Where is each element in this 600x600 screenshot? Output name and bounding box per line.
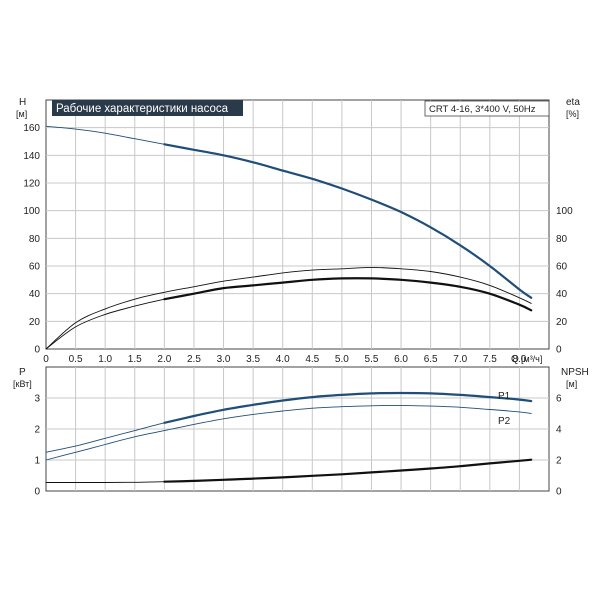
y-left-axis-name: H bbox=[19, 97, 26, 108]
x-axis-unit: [м³/ч] bbox=[521, 354, 542, 364]
lower-curves bbox=[45, 391, 533, 483]
upper-x-ticks: 0 0.5 1.0 1.5 2.0 2.5 3.0 3.5 4.0 4.5 5.0 5.5 6.0 6.5… bbox=[43, 354, 527, 365]
power-tick-label: 0 bbox=[34, 487, 40, 498]
npsh-curve-full bbox=[45, 459, 532, 483]
power-tick-label: 2 bbox=[34, 425, 40, 436]
x-tick-label: 0.5 bbox=[69, 354, 83, 365]
npsh-axis-name: NPSH bbox=[561, 367, 589, 378]
x-tick-label: 5.5 bbox=[365, 354, 379, 365]
power-tick-label: 3 bbox=[34, 394, 40, 405]
head-curve-operating-range bbox=[163, 143, 533, 299]
lower-grid bbox=[46, 367, 549, 491]
power-p1-curve-operating-range bbox=[163, 391, 533, 424]
upper-curves bbox=[45, 125, 533, 350]
x-tick-label: 3.0 bbox=[217, 354, 231, 365]
power-axis-unit: [кВт] bbox=[13, 379, 32, 389]
y-right-tick-label: 80 bbox=[556, 234, 568, 245]
series-label-p1: P1 bbox=[498, 391, 511, 402]
model-label: CRT 4-16, 3*400 V, 50Hz bbox=[429, 104, 536, 115]
x-tick-label: 6.0 bbox=[394, 354, 408, 365]
chart-title-background bbox=[52, 100, 243, 116]
y-left-tick-label: 120 bbox=[23, 179, 40, 190]
upper-plot: 0 0.5 1.0 1.5 2.0 2.5 3.0 3.5 4.0 4.5 5.0 5.5 6.0 6.5… bbox=[16, 97, 580, 365]
y-left-tick-label: 40 bbox=[29, 289, 41, 300]
power-p2-curve-full bbox=[45, 404, 532, 461]
y-right-tick-label: 60 bbox=[556, 262, 568, 273]
y-left-tick-label: 60 bbox=[29, 262, 41, 273]
chart-title: Рабочие характеристики насоса bbox=[56, 103, 229, 115]
efficiency-curve-thick-full bbox=[45, 277, 532, 350]
x-tick-label: 2.0 bbox=[157, 354, 171, 365]
y-left-tick-label: 100 bbox=[23, 206, 40, 217]
model-label-box bbox=[424, 100, 550, 117]
y-right-axis-unit: [%] bbox=[566, 109, 579, 119]
lower-y-left-ticks: 0 1 2 3 bbox=[34, 394, 40, 498]
upper-grid bbox=[46, 100, 549, 349]
series-label-p2: P2 bbox=[498, 416, 511, 427]
x-axis-name: Q bbox=[511, 354, 519, 365]
power-axis-name: P bbox=[19, 367, 26, 378]
x-tick-label: 0 bbox=[43, 354, 49, 365]
npsh-tick-label: 6 bbox=[556, 394, 562, 405]
lower-y-right-ticks: 0 2 4 6 bbox=[556, 394, 562, 498]
power-p1-curve-full bbox=[45, 392, 532, 453]
npsh-axis-unit: [м] bbox=[566, 379, 577, 389]
y-right-tick-label: 100 bbox=[556, 206, 573, 217]
x-tick-label: 4.5 bbox=[305, 354, 319, 365]
upper-y-left-ticks: 0 20 40 60 80 100 120 140 160 bbox=[23, 123, 40, 355]
y-left-tick-label: 0 bbox=[34, 345, 40, 356]
x-tick-label: 5.0 bbox=[335, 354, 349, 365]
y-left-tick-label: 140 bbox=[23, 151, 40, 162]
x-tick-label: 6.5 bbox=[424, 354, 438, 365]
npsh-curve-operating-range bbox=[163, 458, 533, 483]
x-tick-label: 4.0 bbox=[276, 354, 290, 365]
npsh-tick-label: 2 bbox=[556, 456, 562, 467]
y-right-axis-name: eta bbox=[566, 97, 580, 108]
upper-y-right-ticks: 0 20 40 60 80 100 bbox=[556, 206, 573, 355]
x-tick-label: 3.5 bbox=[246, 354, 260, 365]
y-right-tick-label: 20 bbox=[556, 317, 568, 328]
x-tick-label: 7.5 bbox=[483, 354, 497, 365]
x-tick-label: 1.0 bbox=[98, 354, 112, 365]
npsh-tick-label: 0 bbox=[556, 487, 562, 498]
npsh-tick-label: 4 bbox=[556, 425, 562, 436]
x-tick-label: 7.0 bbox=[453, 354, 467, 365]
lower-plot: 0 1 2 3 0 2 4 6 P [кВт] NPSH [м] P1 P2 bbox=[13, 366, 589, 498]
upper-plot-frame bbox=[45, 99, 550, 350]
y-left-tick-label: 80 bbox=[29, 234, 41, 245]
efficiency-curve-thin-full bbox=[45, 266, 532, 350]
x-tick-label: 1.5 bbox=[128, 354, 142, 365]
y-right-tick-label: 40 bbox=[556, 289, 568, 300]
y-right-tick-label: 0 bbox=[556, 345, 562, 356]
y-left-tick-label: 160 bbox=[23, 123, 40, 134]
x-tick-label: 2.5 bbox=[187, 354, 201, 365]
x-tick-label: 8.0 bbox=[512, 354, 526, 365]
power-tick-label: 1 bbox=[34, 456, 40, 467]
y-left-axis-unit: [м] bbox=[16, 109, 27, 119]
y-left-tick-label: 20 bbox=[29, 317, 41, 328]
efficiency-curve-thick-operating-range bbox=[163, 277, 533, 312]
